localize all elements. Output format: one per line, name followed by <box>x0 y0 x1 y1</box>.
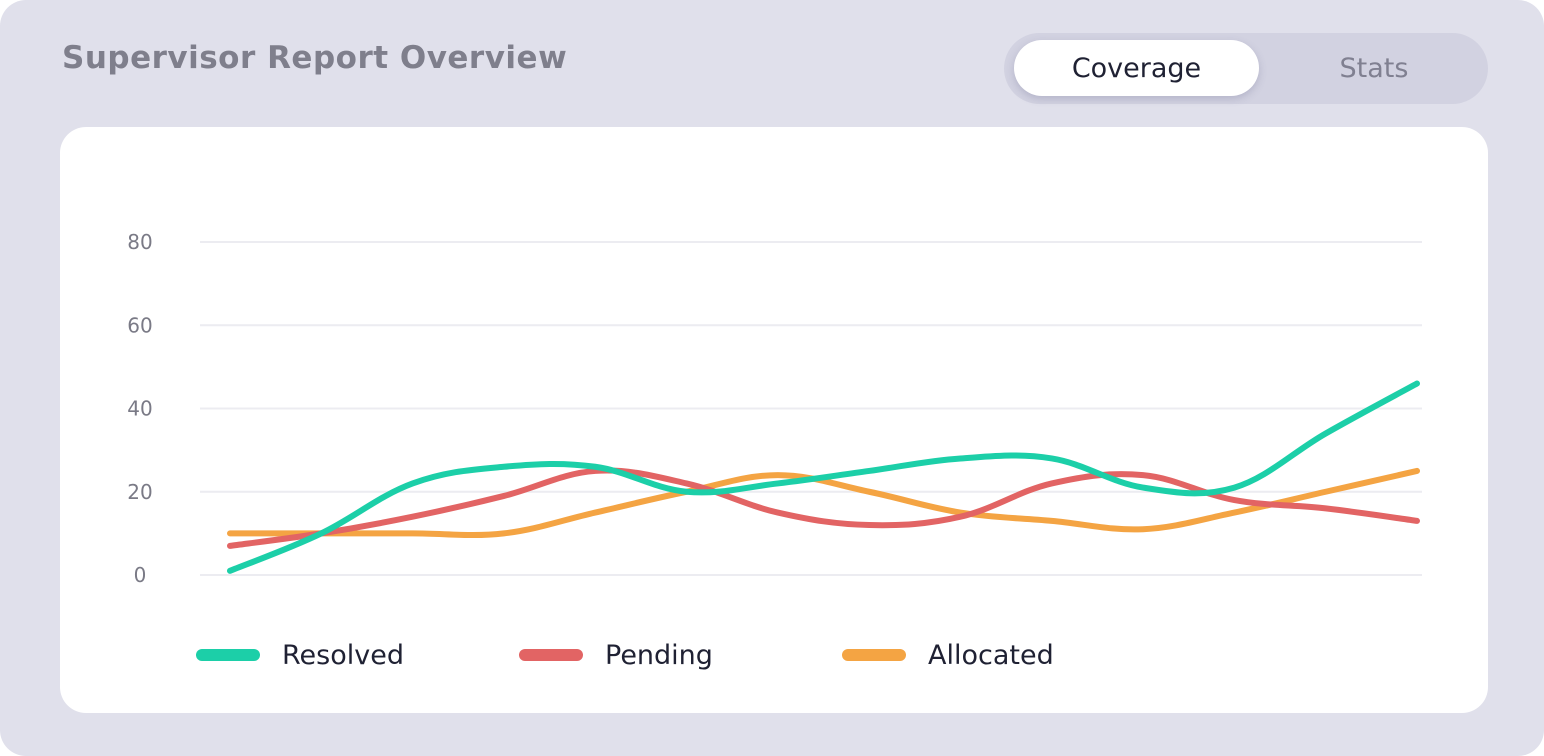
series-line-resolved <box>227 380 1420 574</box>
page-title: Supervisor Report Overview <box>62 40 568 76</box>
legend: Resolved Pending Allocated <box>196 640 1054 671</box>
y-tick-label: 0 <box>134 563 147 587</box>
legend-label-allocated: Allocated <box>928 640 1054 671</box>
tab-stats[interactable]: Stats <box>1339 52 1409 84</box>
series-line-pending <box>227 467 1420 549</box>
tab-coverage[interactable]: Coverage <box>1014 40 1259 96</box>
y-tick-label: 20 <box>127 480 152 504</box>
legend-label-pending: Pending <box>605 640 713 671</box>
chart-card: 0 20 40 60 80 Resolved Pending Allocated <box>60 127 1488 713</box>
y-tick-label: 60 <box>127 313 152 337</box>
y-tick-label: 40 <box>127 397 152 421</box>
legend-label-resolved: Resolved <box>282 640 404 671</box>
series-line-allocated <box>227 467 1420 539</box>
y-tick-label: 80 <box>127 230 152 254</box>
view-toggle: Coverage Stats <box>1004 33 1488 104</box>
y-axis-ticks: 0 20 40 60 80 <box>127 230 152 587</box>
line-chart: 0 20 40 60 80 Resolved Pending Allocated <box>127 230 1422 671</box>
series-lines <box>227 380 1420 574</box>
